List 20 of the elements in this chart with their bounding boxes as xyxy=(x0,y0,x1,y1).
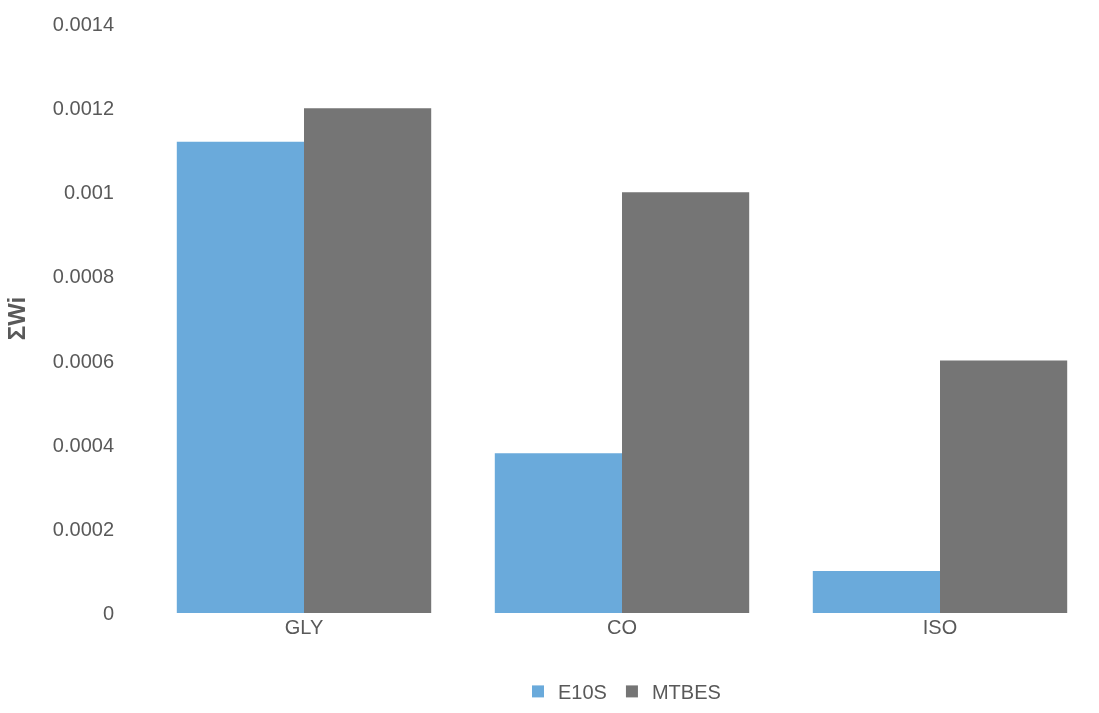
legend-label: E10S xyxy=(558,681,607,704)
y-tick-label: 0 xyxy=(102,602,114,624)
bar xyxy=(304,108,432,613)
y-tick-label: 0.0014 xyxy=(52,13,114,35)
bar xyxy=(622,192,750,613)
bar xyxy=(940,360,1068,613)
bar xyxy=(494,453,622,613)
x-tick-label: CO xyxy=(607,616,637,638)
bar xyxy=(176,141,304,613)
y-tick-label: 0.0008 xyxy=(52,265,114,288)
legend-label: MTBES xyxy=(651,681,721,704)
y-tick-label: 0.001 xyxy=(63,181,114,204)
x-tick-label: GLY xyxy=(284,616,324,638)
y-tick-label: 0.0012 xyxy=(52,97,114,120)
x-tick-label: ISO xyxy=(922,616,958,638)
y-axis-title: ΣWi xyxy=(2,296,30,341)
y-tick-label: 0.0004 xyxy=(52,433,114,456)
bar xyxy=(812,570,940,613)
y-tick-label: 0.0006 xyxy=(52,349,114,372)
y-tick-label: 0.0002 xyxy=(52,517,114,540)
